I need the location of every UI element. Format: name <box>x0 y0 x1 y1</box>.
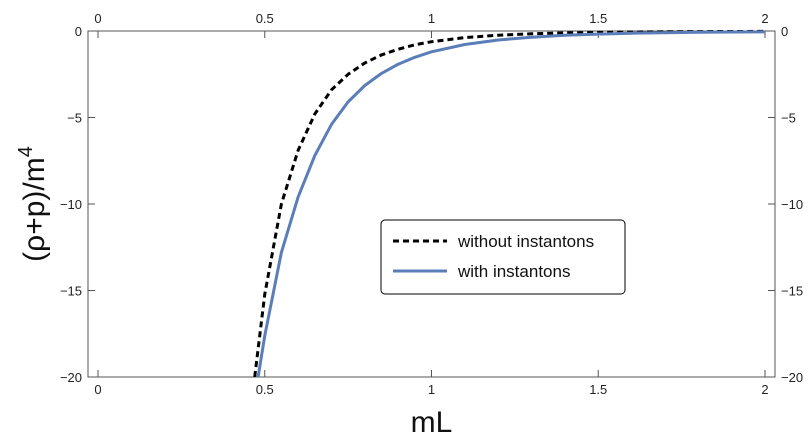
series-line-with-instantons <box>256 30 766 378</box>
legend-box <box>380 219 626 295</box>
x-tick-label-bottom: 2 <box>761 382 768 397</box>
series-layer <box>253 29 766 378</box>
y-tick-label-left: −20 <box>60 370 82 385</box>
x-tick-label-top: 1 <box>428 11 435 26</box>
y-tick-label-left: −10 <box>60 197 82 212</box>
y-axis-title: (ρ+p)/m4 <box>15 146 51 262</box>
x-tick-label-top: 1.5 <box>589 11 607 26</box>
legend: without instantons with instantons <box>380 219 626 295</box>
y-axis-title-exponent: 4 <box>15 146 37 157</box>
x-tick-label-top: 0.5 <box>256 11 274 26</box>
x-tick-label-top: 2 <box>761 11 768 26</box>
y-tick-label-left: −15 <box>60 284 82 299</box>
y-axis-title-base: (ρ+p)/m <box>18 157 51 262</box>
x-tick-label-bottom: 1.5 <box>589 382 607 397</box>
x-tick-label-top: 0 <box>94 11 101 26</box>
y-tick-label-left: 0 <box>75 24 82 39</box>
y-tick-label-right: −15 <box>781 284 803 299</box>
x-tick-label-bottom: 0.5 <box>256 382 274 397</box>
x-axis-title: mL <box>411 406 453 439</box>
x-tick-label-bottom: 0 <box>94 382 101 397</box>
y-tick-label-right: −20 <box>781 370 803 385</box>
y-tick-label-right: −10 <box>781 197 803 212</box>
legend-label-with-instantons: with instantons <box>457 262 570 281</box>
legend-label-without-instantons: without instantons <box>457 232 594 251</box>
y-tick-label-right: 0 <box>781 24 788 39</box>
x-tick-label-bottom: 1 <box>428 382 435 397</box>
y-tick-label-left: −5 <box>67 111 82 126</box>
y-tick-label-right: −5 <box>781 111 796 126</box>
